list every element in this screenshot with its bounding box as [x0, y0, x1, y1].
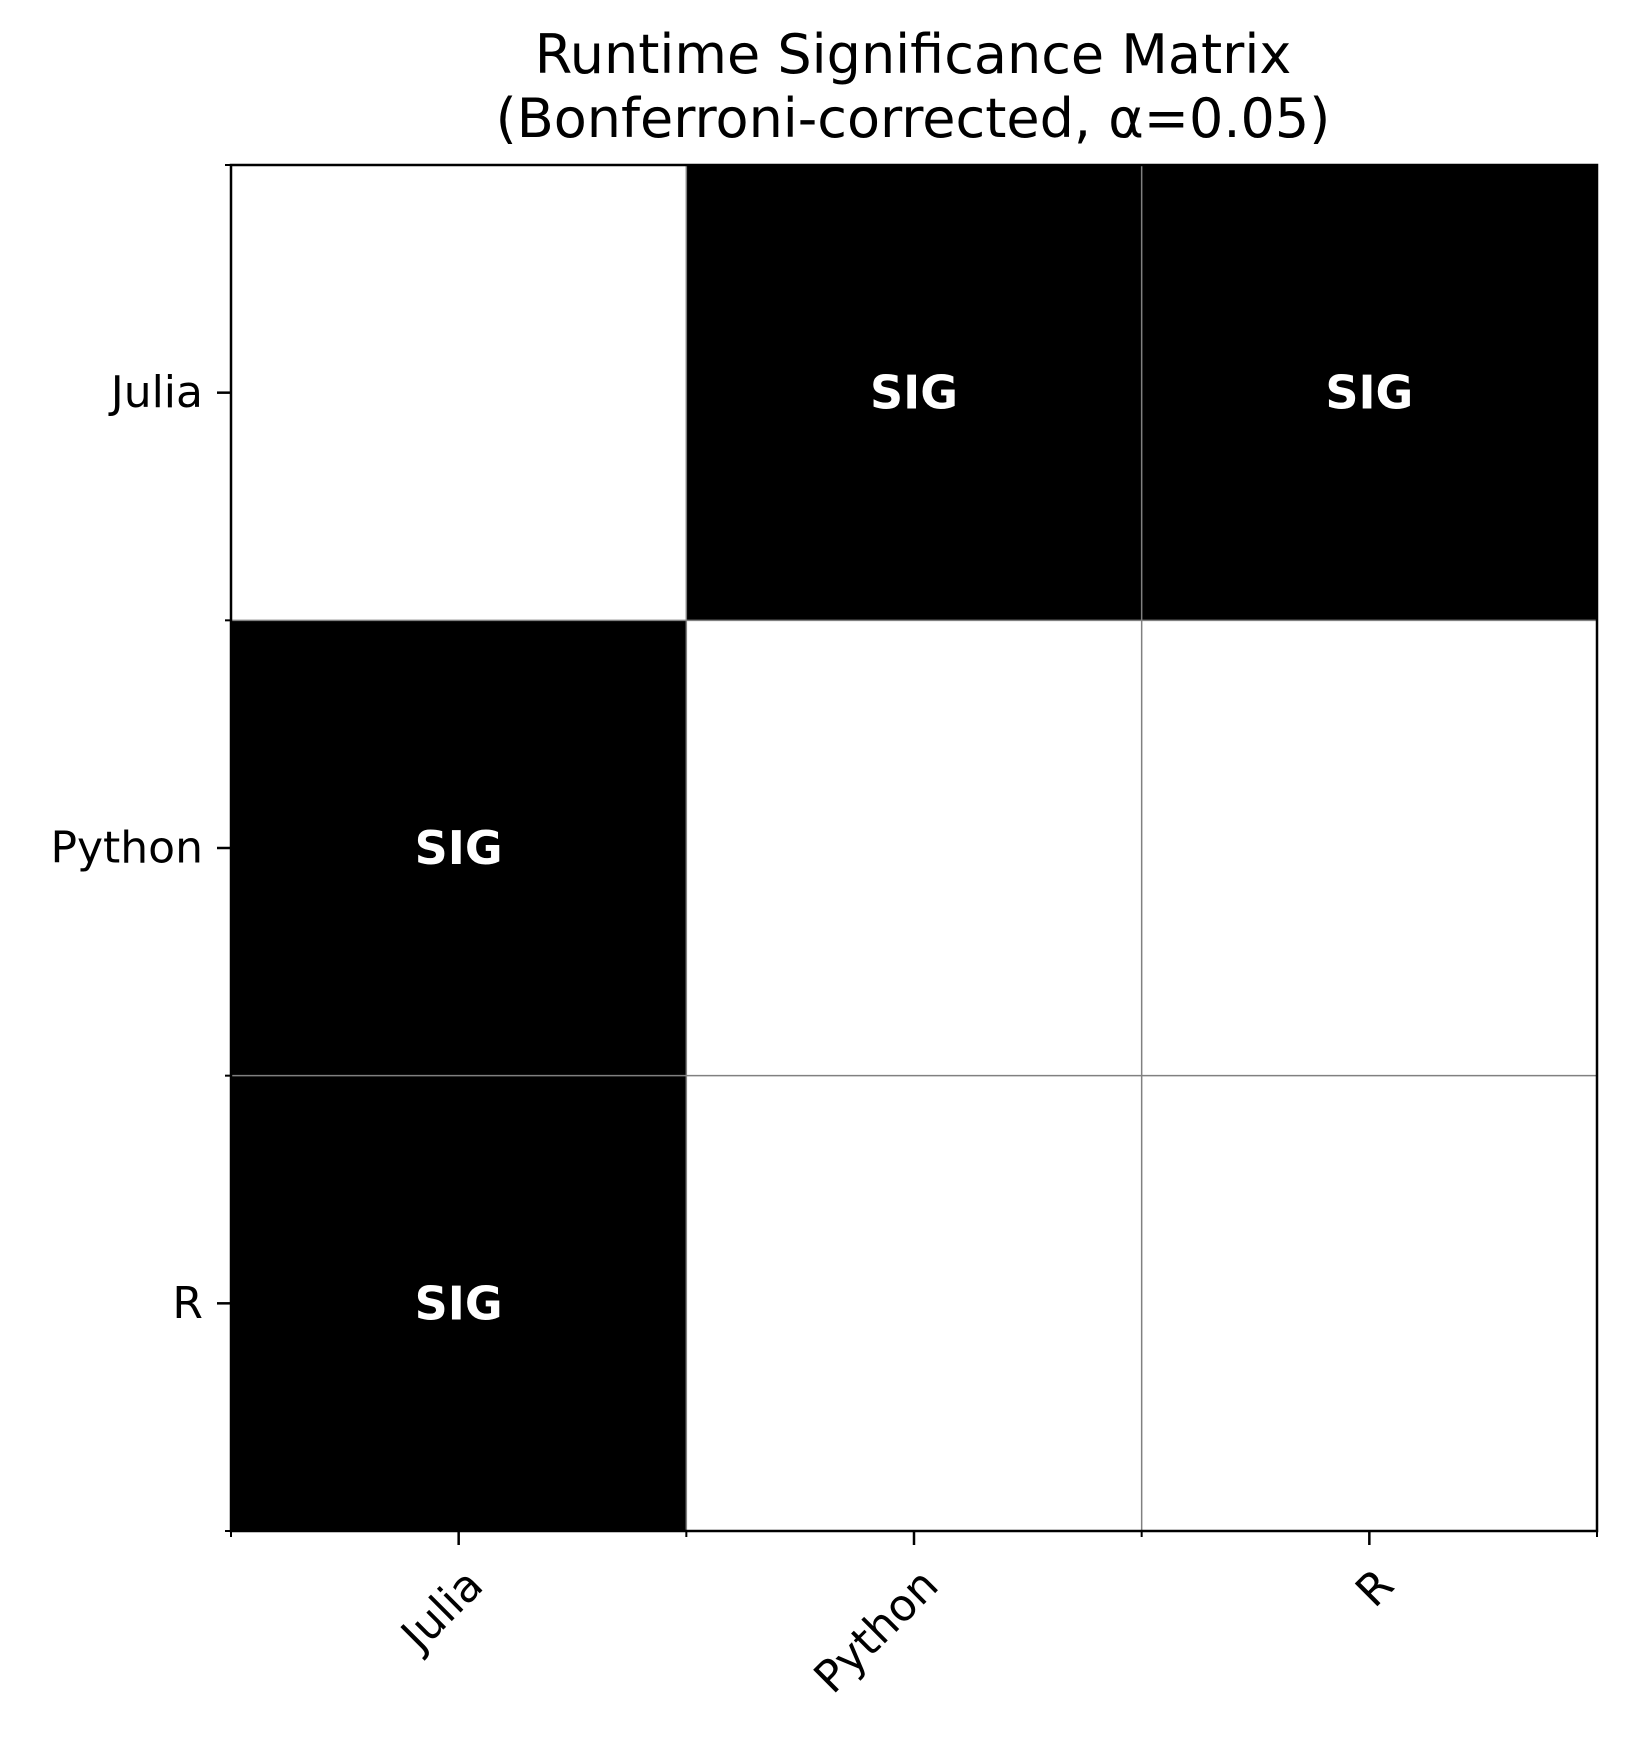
x-tick-label-2: R: [1346, 1559, 1404, 1617]
cell-label-r0-c2: SIG: [1325, 366, 1413, 420]
x-tick-label-1: Python: [804, 1559, 948, 1703]
y-tick-label-0: Julia: [108, 367, 203, 418]
heatmap-cell-r1-c0: [231, 620, 687, 1076]
heatmap-cell-r0-c1: [686, 165, 1142, 621]
cell-label-r2-c0: SIG: [415, 1276, 503, 1330]
heatmap-cell-r2-c2: [1141, 1075, 1597, 1531]
heatmap-cell-r2-c0: [231, 1075, 687, 1531]
chart-title-line-2: (Bonferroni-corrected, α=0.05): [496, 87, 1331, 150]
x-tick-label-0: Julia: [390, 1559, 493, 1662]
heatmap-grid: [231, 165, 1597, 1531]
heatmap-cells: [231, 165, 1597, 1531]
heatmap-cell-r0-c0: [231, 165, 687, 621]
chart-title-line-1: Runtime Significance Matrix: [535, 23, 1292, 86]
cell-label-r0-c1: SIG: [870, 366, 958, 420]
cell-label-r1-c0: SIG: [415, 821, 503, 875]
heatmap-cell-r1-c2: [1141, 620, 1597, 1076]
heatmap-cell-labels: SIG SIG SIG SIG: [415, 366, 1414, 1331]
heatmap-cell-r1-c1: [686, 620, 1142, 1076]
heatmap-cell-r2-c1: [686, 1075, 1142, 1531]
heatmap-cell-r0-c2: [1141, 165, 1597, 621]
y-tick-label-1: Python: [50, 823, 203, 874]
y-tick-label-2: R: [172, 1278, 203, 1329]
